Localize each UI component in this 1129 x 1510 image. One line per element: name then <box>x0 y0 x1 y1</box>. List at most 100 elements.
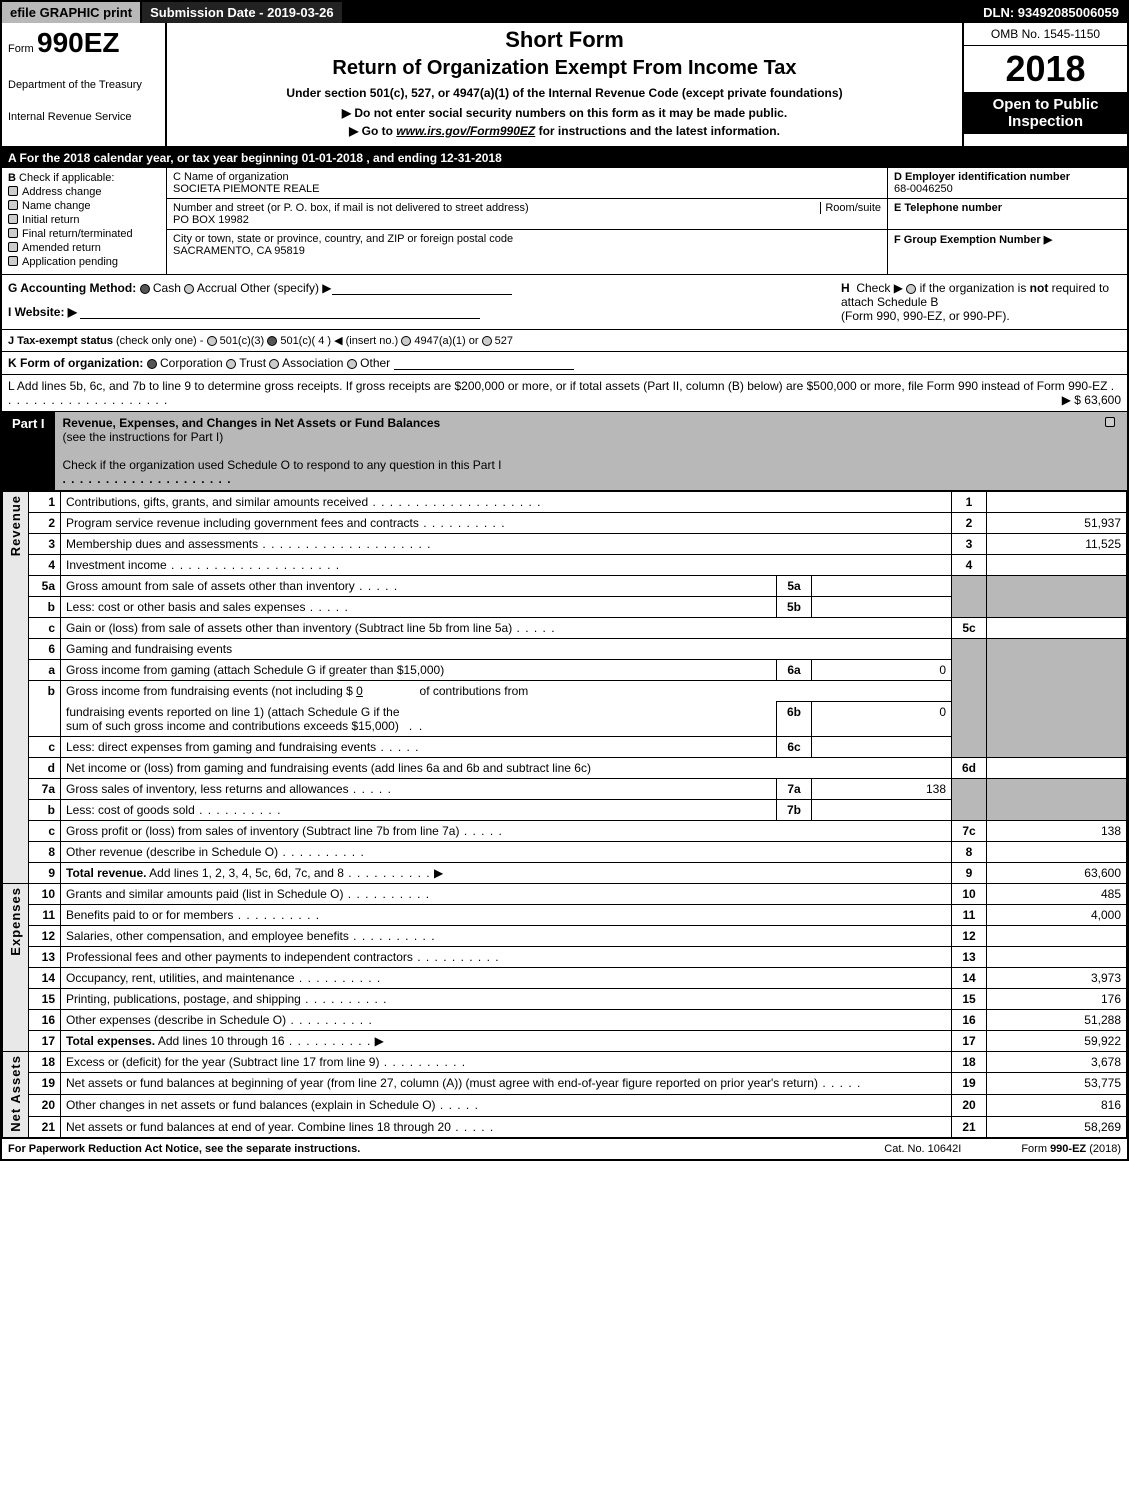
efile-print-button[interactable]: efile GRAPHIC print <box>2 2 142 23</box>
form-ref: Form 990-EZ (2018) <box>1021 1143 1121 1155</box>
addr-label: Number and street (or P. O. box, if mail… <box>173 202 529 214</box>
application-pending: Application pending <box>22 256 118 268</box>
checkbox-icon[interactable] <box>8 228 18 238</box>
line21-val: 58,269 <box>987 1116 1127 1138</box>
expenses-side-label: Expenses <box>8 887 23 956</box>
group-exemption-label: F Group Exemption Number ▶ <box>894 233 1121 246</box>
line6b-val: 0 <box>812 702 952 737</box>
line12-desc: Salaries, other compensation, and employ… <box>66 929 436 943</box>
radio-501c-icon[interactable] <box>267 336 277 346</box>
line2-val: 51,937 <box>987 513 1127 534</box>
org-name: SOCIETA PIEMONTE REALE <box>173 183 881 195</box>
form-header: Form 990EZ Department of the Treasury In… <box>2 23 1127 148</box>
box-b-letter: B <box>8 172 16 184</box>
topbar: efile GRAPHIC print Submission Date - 20… <box>2 2 1127 23</box>
line7a-desc: Gross sales of inventory, less returns a… <box>66 782 392 796</box>
paperwork-notice: For Paperwork Reduction Act Notice, see … <box>8 1143 360 1155</box>
info-grid: B Check if applicable: Address change Na… <box>2 168 1127 275</box>
line18-desc: Excess or (deficit) for the year (Subtra… <box>66 1055 466 1069</box>
form-prefix: Form <box>8 43 34 55</box>
radio-assoc-icon[interactable] <box>269 359 279 369</box>
line10-desc: Grants and similar amounts paid (list in… <box>66 887 430 901</box>
cat-no: Cat. No. 10642I <box>884 1143 961 1155</box>
other-org-input[interactable] <box>394 358 574 370</box>
cash-option: Cash <box>153 281 181 295</box>
accrual-option: Accrual <box>197 281 237 295</box>
line1-desc: Contributions, gifts, grants, and simila… <box>66 495 542 509</box>
radio-cash-icon[interactable] <box>140 284 150 294</box>
form-number: 990EZ <box>37 32 120 57</box>
line2-desc: Program service revenue including govern… <box>66 516 506 530</box>
line18-val: 3,678 <box>987 1051 1127 1073</box>
line15-desc: Printing, publications, postage, and shi… <box>66 992 388 1006</box>
org-city: SACRAMENTO, CA 95819 <box>173 245 881 257</box>
revenue-side-label: Revenue <box>8 495 23 556</box>
radio-527-icon[interactable] <box>482 336 492 346</box>
row-j: J Tax-exempt status (check only one) - 5… <box>2 330 1127 352</box>
line6d-val <box>987 757 1127 778</box>
checkbox-icon[interactable] <box>8 242 18 252</box>
submission-date-button[interactable]: Submission Date - 2019-03-26 <box>142 2 344 23</box>
line11-desc: Benefits paid to or for members <box>66 908 320 922</box>
radio-corp-icon[interactable] <box>147 359 157 369</box>
checkbox-icon[interactable] <box>8 214 18 224</box>
line19-val: 53,775 <box>987 1073 1127 1095</box>
radio-4947-icon[interactable] <box>401 336 411 346</box>
line10-val: 485 <box>987 883 1127 904</box>
part1-sub: (see the instructions for Part I) <box>63 430 502 444</box>
short-form-title: Short Form <box>175 27 954 53</box>
line1-val <box>987 492 1127 513</box>
radio-501c3-icon[interactable] <box>207 336 217 346</box>
checkbox-icon[interactable] <box>8 186 18 196</box>
phone-label: E Telephone number <box>894 202 1121 214</box>
line6d-desc: Net income or (loss) from gaming and fun… <box>61 757 952 778</box>
line11-val: 4,000 <box>987 904 1127 925</box>
goto-line: ▶ Go to www.irs.gov/Form990EZ for instru… <box>175 124 954 138</box>
under-section: Under section 501(c), 527, or 4947(a)(1)… <box>175 86 954 100</box>
part1-check: Check if the organization used Schedule … <box>63 458 502 472</box>
radio-other-icon[interactable] <box>347 359 357 369</box>
dept-treasury: Department of the Treasury <box>8 79 159 91</box>
city-label: City or town, state or province, country… <box>173 233 881 245</box>
radio-schedB-icon[interactable] <box>906 284 916 294</box>
checkbox-schedO-icon[interactable] <box>1105 417 1115 427</box>
irs-link[interactable]: www.irs.gov/Form990EZ <box>396 124 535 138</box>
line7c-desc: Gross profit or (loss) from sales of inv… <box>66 824 503 838</box>
line20-desc: Other changes in net assets or fund bala… <box>66 1098 479 1112</box>
part1-table: Revenue 1Contributions, gifts, grants, a… <box>2 491 1127 1138</box>
ssn-warning: ▶ Do not enter social security numbers o… <box>175 106 954 120</box>
ein-label: D Employer identification number <box>894 171 1121 183</box>
tax-year: 2018 <box>964 46 1127 92</box>
check-if-applicable: Check if applicable: <box>19 172 114 184</box>
org-address: PO BOX 19982 <box>173 214 881 226</box>
amended-return: Amended return <box>22 242 101 254</box>
radio-accrual-icon[interactable] <box>184 284 194 294</box>
line6-desc: Gaming and fundraising events <box>61 639 952 660</box>
line3-val: 11,525 <box>987 534 1127 555</box>
other-specify-input[interactable] <box>332 283 512 295</box>
line9-desc: Add lines 1, 2, 3, 4, 5c, 6d, 7c, and 8 <box>149 866 344 880</box>
radio-trust-icon[interactable] <box>226 359 236 369</box>
website-label: I Website: ▶ <box>8 305 77 319</box>
website-input[interactable] <box>80 307 480 319</box>
checkbox-icon[interactable] <box>8 256 18 266</box>
room-suite: Room/suite <box>820 202 881 214</box>
line5b-desc: Less: cost or other basis and sales expe… <box>66 600 349 614</box>
h-check-text2: (Form 990, 990-EZ, or 990-PF). <box>841 309 1121 323</box>
line12-val <box>987 925 1127 946</box>
h-check-text: H Check ▶ if the organization is not req… <box>841 281 1121 309</box>
dln-label: DLN: 93492085006059 <box>975 2 1127 23</box>
line14-val: 3,973 <box>987 967 1127 988</box>
line6a-desc: Gross income from gaming (attach Schedul… <box>61 660 777 681</box>
line6c-desc: Less: direct expenses from gaming and fu… <box>66 740 420 754</box>
part1-tab: Part I <box>2 412 55 491</box>
page-footer: For Paperwork Reduction Act Notice, see … <box>2 1138 1127 1159</box>
checkbox-icon[interactable] <box>8 200 18 210</box>
gross-receipts: ▶ $ 63,600 <box>1062 393 1121 407</box>
line9-val: 63,600 <box>987 862 1127 883</box>
ein-value: 68-0046250 <box>894 183 1121 195</box>
row-k: K Form of organization: Corporation Trus… <box>2 352 1127 375</box>
line7a-val: 138 <box>812 778 952 799</box>
line6b-desc1: Gross income from fundraising events (no… <box>66 684 353 698</box>
line17-desc: Add lines 10 through 16 <box>158 1034 285 1048</box>
